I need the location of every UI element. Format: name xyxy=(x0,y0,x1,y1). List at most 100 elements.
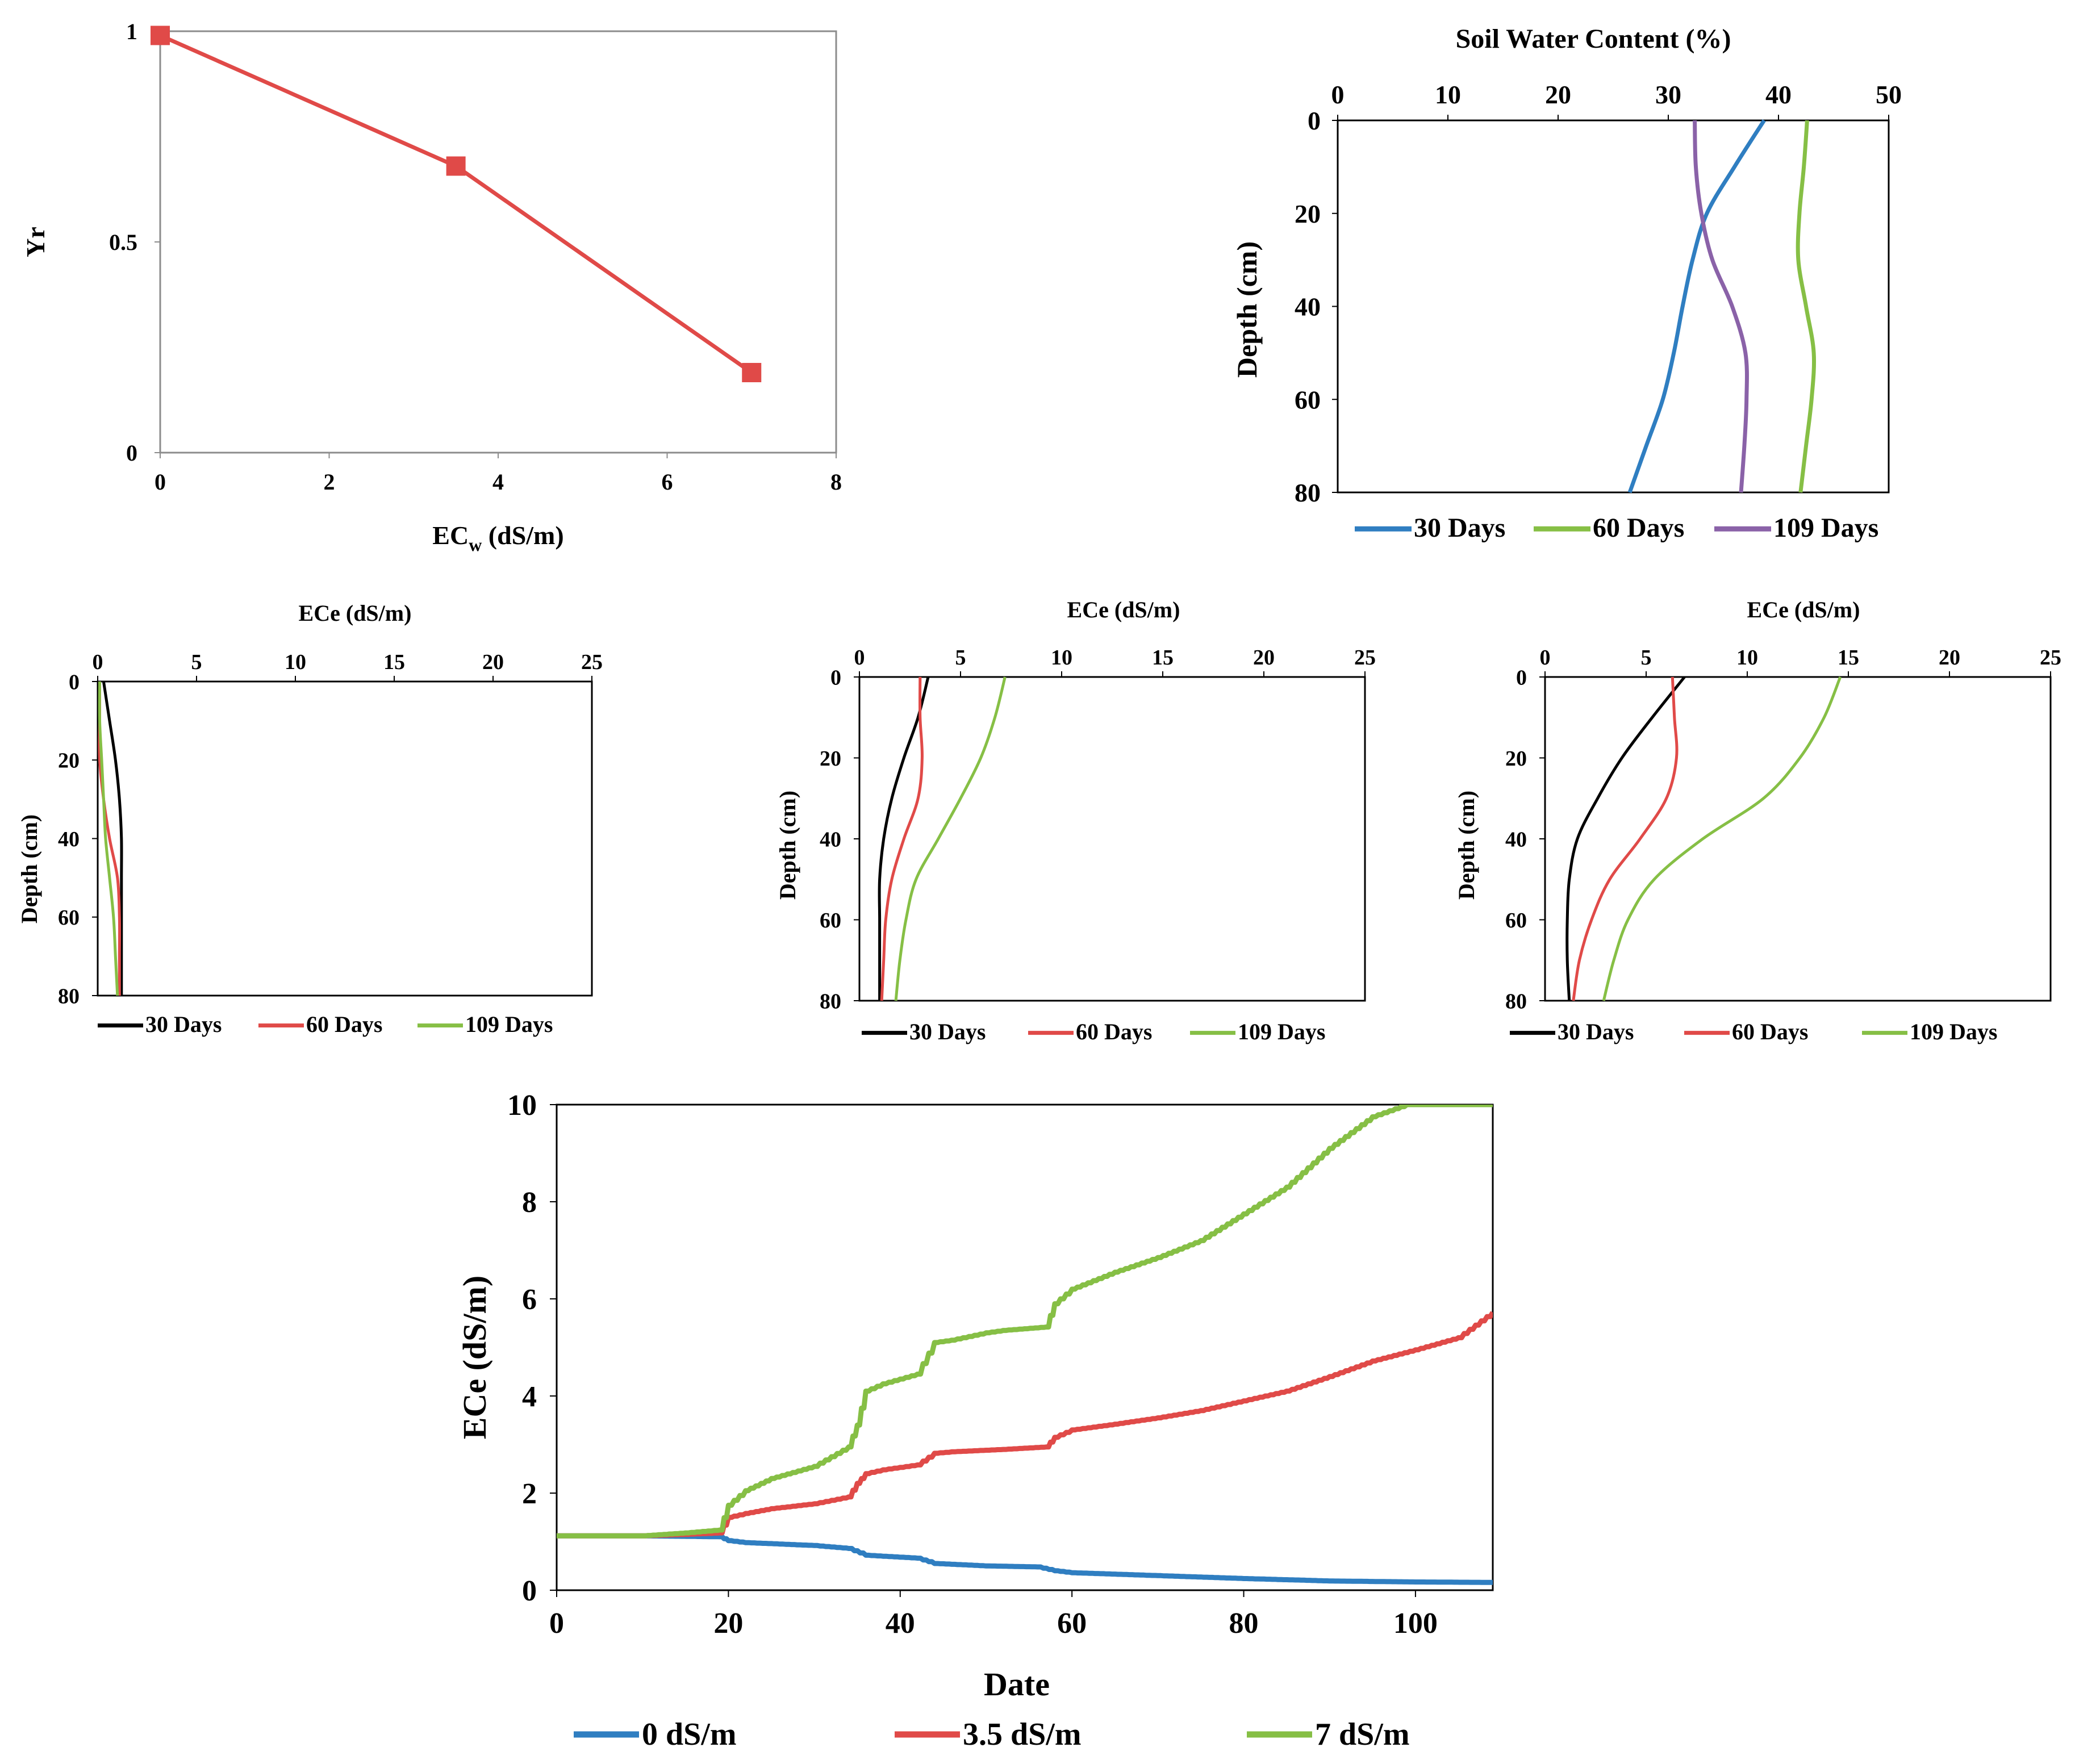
yr-data-point xyxy=(446,156,466,176)
yr-series xyxy=(151,26,762,383)
x-tick-label: 10 xyxy=(285,650,306,674)
ece35-title: ECe (dS/m) xyxy=(1067,597,1180,622)
ece35-ticks: 0 5 10 15 20 25 0 20 40 60 80 xyxy=(820,646,1376,1013)
ece35-legend: 30 Days 60 Days 109 Days xyxy=(862,1019,1325,1044)
x-tick-label: 8 xyxy=(830,469,842,495)
ece35-series xyxy=(878,676,1007,1001)
yr-x-axis-label: ECw (dS/m) xyxy=(432,521,563,555)
x-tick-label: 0 xyxy=(854,646,865,670)
legend-label: 60 Days xyxy=(1076,1019,1152,1044)
legend-label: 109 Days xyxy=(1773,513,1878,543)
x-tick-label: 10 xyxy=(1736,646,1758,670)
series-line-60-days xyxy=(1572,676,1679,1001)
x-tick-label: 0 xyxy=(1540,646,1551,670)
legend-label: 30 Days xyxy=(1558,1019,1634,1044)
swc-series xyxy=(1627,119,1817,494)
x-tick-label: 80 xyxy=(1229,1607,1259,1640)
yr-x-axis-label-main: EC xyxy=(432,521,469,550)
y-tick-label: 20 xyxy=(820,747,841,771)
ece0-title: ECe (dS/m) xyxy=(299,600,412,626)
x-tick-label: 0 xyxy=(1331,80,1345,109)
x-tick-label: 5 xyxy=(955,646,966,670)
legend-label: 30 Days xyxy=(1414,513,1505,543)
series-line-109-days xyxy=(1602,676,1842,1001)
y-tick-label: 40 xyxy=(820,827,841,851)
series-line-60-days xyxy=(880,676,924,1001)
x-tick-label: 50 xyxy=(1876,80,1902,109)
x-tick-label: 20 xyxy=(1939,646,1960,670)
y-tick-label: 0 xyxy=(1308,106,1321,135)
time-line-7-ds-m xyxy=(557,1105,1493,1539)
time-line-0-ds-m xyxy=(557,1533,1493,1585)
ece7-y-axis-label: Depth (cm) xyxy=(1454,791,1479,900)
series-line-30-days xyxy=(102,681,123,996)
y-tick-label: 80 xyxy=(1505,989,1527,1013)
x-tick-label: 2 xyxy=(324,469,335,495)
x-tick-label: 6 xyxy=(662,469,673,495)
y-tick-label: 60 xyxy=(820,909,841,933)
x-tick-label: 10 xyxy=(1051,646,1072,670)
ece35-plot-frame xyxy=(858,676,1366,1002)
y-tick-label: 20 xyxy=(58,749,80,773)
swc-y-axis-label: Depth (cm) xyxy=(1231,241,1263,378)
y-tick-label: 0.5 xyxy=(109,229,137,255)
x-tick-label: 25 xyxy=(1354,646,1376,670)
y-tick-label: 4 xyxy=(522,1381,537,1413)
x-tick-label: 25 xyxy=(2040,646,2061,670)
legend-label: 3.5 dS/m xyxy=(963,1717,1082,1752)
x-tick-label: 15 xyxy=(1838,646,1859,670)
legend-label: 60 Days xyxy=(1732,1019,1808,1044)
x-tick-label: 10 xyxy=(1435,80,1461,109)
x-tick-label: 40 xyxy=(886,1607,915,1640)
y-tick-label: 80 xyxy=(820,989,841,1013)
series-line-109-days xyxy=(1693,120,1749,493)
x-tick-label: 20 xyxy=(713,1607,743,1640)
x-tick-label: 0 xyxy=(155,469,166,495)
ece7-title: ECe (dS/m) xyxy=(1747,597,1860,622)
ece35-y-axis-label: Depth (cm) xyxy=(775,791,800,900)
ece7-ticks: 0 5 10 15 20 25 0 20 40 60 80 xyxy=(1505,646,2061,1013)
ece7-plot-frame xyxy=(1544,676,2052,1002)
series-line-30-days xyxy=(1565,676,1686,1001)
yr-line xyxy=(159,34,753,374)
series-line-109-days xyxy=(894,676,1007,1001)
time-legend: 0 dS/m 3.5 dS/m 7 dS/m xyxy=(574,1717,1410,1752)
x-tick-label: 15 xyxy=(1152,646,1174,670)
time-line-3-5-ds-m xyxy=(557,1311,1493,1539)
soil-water-chart: 0 10 20 30 40 50 0 20 40 60 80 Soil Water Content … xyxy=(1231,24,1902,543)
x-tick-label: 0 xyxy=(93,650,103,674)
y-tick-label: 0 xyxy=(522,1575,537,1607)
ece-profile-0-chart: 0 5 10 15 20 25 0 20 40 60 80 ECe (dS/m) Depth (cm… xyxy=(16,600,603,1037)
yr-x-axis-label-unit: (dS/m) xyxy=(482,521,563,550)
y-tick-label: 2 xyxy=(522,1478,537,1510)
x-tick-label: 4 xyxy=(492,469,504,495)
x-tick-label: 0 xyxy=(549,1607,564,1640)
y-tick-label: 6 xyxy=(522,1284,537,1316)
x-tick-label: 25 xyxy=(581,650,603,674)
y-tick-label: 80 xyxy=(58,984,80,1008)
swc-title: Soil Water Content (%) xyxy=(1456,24,1731,54)
legend-label: 0 dS/m xyxy=(642,1717,737,1752)
ece0-ticks: 0 5 10 15 20 25 0 20 40 60 80 xyxy=(58,650,603,1008)
ece0-series xyxy=(98,681,123,996)
ece-profile-3-5-chart: 0 5 10 15 20 25 0 20 40 60 80 ECe (dS/m) Depth (cm… xyxy=(775,597,1376,1044)
y-tick-label: 60 xyxy=(1295,385,1321,414)
y-tick-label: 80 xyxy=(1295,478,1321,507)
x-tick-label: 60 xyxy=(1057,1607,1087,1640)
y-tick-label: 0 xyxy=(830,666,841,689)
y-tick-label: 40 xyxy=(1295,292,1321,321)
x-tick-label: 30 xyxy=(1655,80,1681,109)
y-tick-label: 0 xyxy=(1516,666,1527,689)
y-tick-label: 60 xyxy=(58,906,80,930)
yr-ticks: 0 2 4 6 8 0 0.5 1 xyxy=(109,19,842,495)
y-tick-label: 0 xyxy=(126,440,137,466)
time-series xyxy=(557,1105,1493,1585)
ece0-plot-frame xyxy=(97,680,593,997)
legend-label: 109 Days xyxy=(1910,1019,1997,1044)
x-tick-label: 20 xyxy=(1545,80,1571,109)
y-tick-label: 10 xyxy=(507,1089,537,1122)
time-x-axis-label: Date xyxy=(984,1666,1050,1703)
swc-legend: 30 Days 60 Days 109 Days xyxy=(1355,513,1878,543)
ece0-legend: 30 Days 60 Days 109 Days xyxy=(98,1011,553,1037)
